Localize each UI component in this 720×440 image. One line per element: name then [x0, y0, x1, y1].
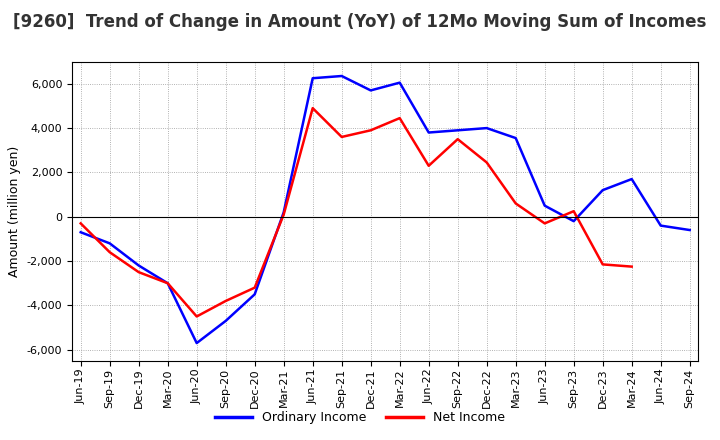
Legend: Ordinary Income, Net Income: Ordinary Income, Net Income: [210, 407, 510, 429]
Y-axis label: Amount (million yen): Amount (million yen): [8, 146, 21, 277]
Text: [9260]  Trend of Change in Amount (YoY) of 12Mo Moving Sum of Incomes: [9260] Trend of Change in Amount (YoY) o…: [13, 13, 707, 31]
